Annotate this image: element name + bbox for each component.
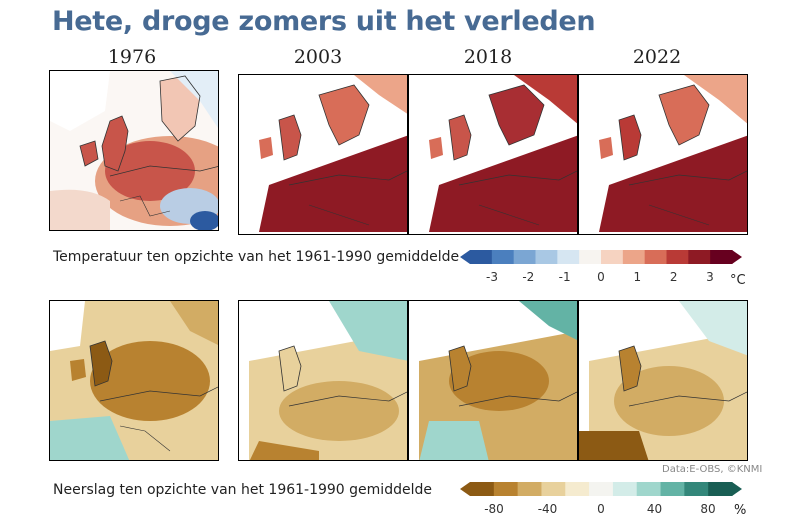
year-label-2003: 2003: [293, 46, 343, 68]
precipitation-map-2018: [408, 300, 578, 461]
colorbar-swatch: [493, 482, 519, 496]
temperature-map-2018: [408, 74, 578, 235]
colorbar-min-arrow: [460, 250, 470, 264]
temperature-map-2022: [578, 74, 748, 235]
precipitation-map-2022: [578, 300, 748, 461]
colorbar-swatch: [579, 250, 602, 264]
colorbar-tick-label: -2: [522, 270, 535, 284]
temperature-map-2003: [238, 74, 408, 235]
temperature-map-1976: [49, 70, 219, 231]
colorbar-swatch: [644, 250, 667, 264]
colorbar-swatch: [470, 250, 493, 264]
colorbar-tick-label: 0: [597, 270, 605, 284]
precipitation-caption: Neerslag ten opzichte van het 1961-1990 …: [53, 482, 432, 498]
colorbar-swatch: [666, 250, 689, 264]
temperature-caption: Temperatuur ten opzichte van het 1961-19…: [53, 249, 460, 265]
temperature-colorbar: [460, 248, 742, 270]
colorbar-tick-label: -40: [537, 502, 558, 516]
colorbar-tick-label: 2: [669, 270, 678, 284]
colorbar-swatch: [684, 482, 709, 496]
colorbar-tick-label: 40: [646, 502, 663, 516]
colorbar-swatch: [601, 250, 624, 264]
colorbar-tick-label: -3: [486, 270, 498, 284]
colorbar-swatch: [565, 482, 590, 496]
page-title: Hete, droge zomers uit het verleden: [52, 6, 596, 37]
precipitation-colorbar: [460, 480, 742, 502]
colorbar-tick-label: -1: [558, 270, 571, 284]
colorbar-swatch: [622, 250, 646, 264]
colorbar-max-arrow: [732, 250, 742, 264]
colorbar-swatch: [710, 250, 733, 264]
data-credit: Data:E-OBS, ©KNMI: [662, 464, 763, 475]
temperature-colorbar-svg: [460, 250, 742, 264]
precipitation-map-svg: [579, 301, 747, 460]
colorbar-swatch: [660, 482, 685, 496]
colorbar-swatch: [612, 482, 638, 496]
colorbar-max-arrow: [732, 482, 742, 496]
colorbar-tick-label: 0: [597, 502, 605, 516]
colorbar-swatch: [688, 250, 711, 264]
colorbar-swatch: [517, 482, 542, 496]
year-label-2022: 2022: [632, 46, 682, 68]
colorbar-swatch: [541, 482, 566, 496]
colorbar-swatch: [557, 250, 580, 264]
year-label-1976: 1976: [107, 46, 157, 68]
temperature-map-svg: [579, 75, 747, 232]
colorbar-swatch: [470, 482, 495, 496]
colorbar-tick-label: 3: [706, 270, 714, 284]
temperature-map-svg: [409, 75, 577, 232]
colorbar-swatch: [513, 250, 536, 264]
colorbar-min-arrow: [460, 482, 470, 496]
precipitation-map-2003: [238, 300, 408, 461]
colorbar-swatch: [535, 250, 558, 264]
precipitation-colorbar-svg: [460, 482, 742, 496]
precipitation-unit: %: [734, 503, 747, 518]
colorbar-swatch: [636, 482, 662, 496]
temperature-map-svg: [239, 75, 407, 232]
precipitation-map-svg: [409, 301, 577, 460]
precipitation-map-svg: [50, 301, 218, 460]
year-label-2018: 2018: [463, 46, 513, 68]
precipitation-map-svg: [239, 301, 407, 460]
temperature-map-svg: [50, 71, 218, 230]
temperature-unit: °C: [730, 273, 746, 288]
colorbar-swatch: [589, 482, 614, 496]
colorbar-tick-label: 80: [700, 502, 716, 516]
colorbar-tick-label: 1: [633, 270, 642, 284]
colorbar-swatch: [708, 482, 733, 496]
precipitation-map-1976: [49, 300, 219, 461]
colorbar-swatch: [491, 250, 515, 264]
colorbar-tick-label: -80: [484, 502, 504, 516]
